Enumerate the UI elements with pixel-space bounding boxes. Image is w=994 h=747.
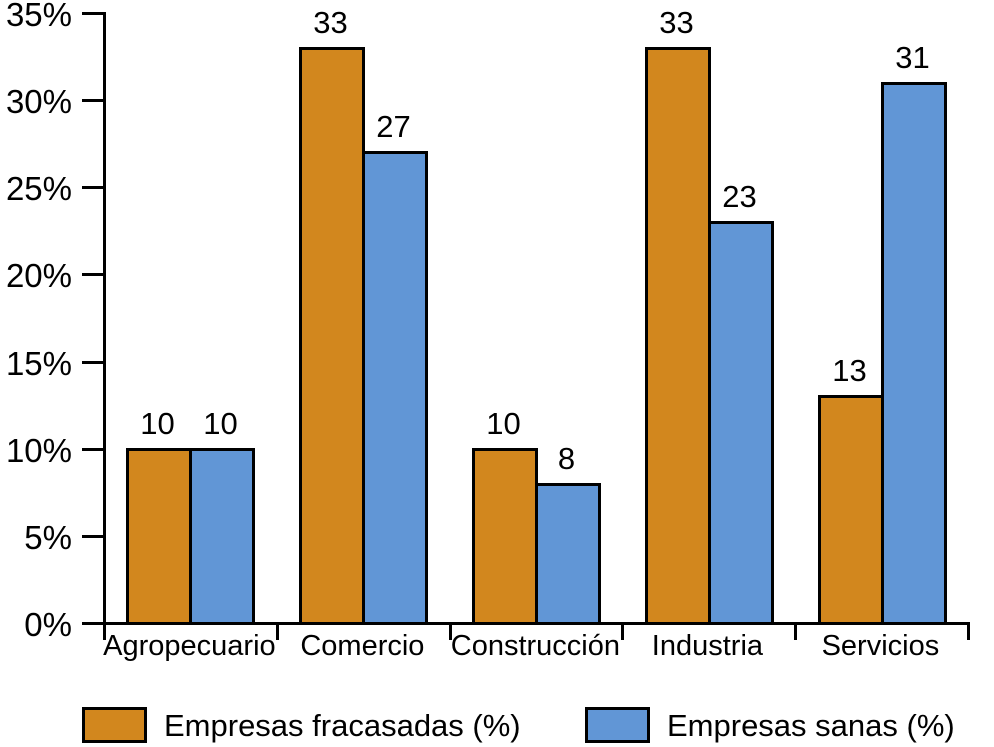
y-axis-tick [82, 12, 103, 15]
bar [362, 151, 428, 625]
y-axis-tick-label: 10% [5, 432, 72, 469]
x-axis-category-label: Construcción [450, 630, 621, 662]
bar [535, 483, 601, 625]
bar [818, 395, 884, 625]
legend-label: Empresas sanas (%) [667, 707, 955, 743]
bar [881, 82, 947, 625]
bar-value-label: 10 [140, 406, 175, 441]
y-axis-tick [82, 448, 103, 451]
x-axis-tick [276, 622, 279, 640]
y-axis-tick-label: 35% [5, 0, 72, 33]
bar-value-label: 10 [203, 406, 238, 441]
y-axis-tick [82, 361, 103, 364]
x-axis-category-label: Comercio [300, 630, 425, 662]
bar [708, 221, 774, 625]
y-axis-tick [82, 99, 103, 102]
x-axis-category-label: Industria [651, 630, 764, 662]
y-axis-tick [82, 622, 103, 625]
bar [472, 448, 538, 625]
x-axis-category-label: Servicios [821, 630, 940, 662]
bar-value-label: 23 [722, 179, 757, 214]
bar-value-label: 27 [376, 109, 411, 144]
x-axis-category-label: Agropecuario [103, 630, 276, 662]
y-axis-line [103, 12, 106, 625]
x-axis-tick [621, 622, 624, 640]
x-axis-tick [794, 622, 797, 640]
x-axis-tick [967, 622, 970, 640]
y-axis-tick-label: 5% [24, 519, 72, 556]
y-axis-tick [82, 273, 103, 276]
bar-value-label: 8 [557, 441, 576, 476]
legend-swatch [585, 707, 650, 743]
legend-entry: Empresas fracasadas (%) [82, 707, 521, 743]
y-axis-tick-label: 25% [5, 170, 72, 207]
bar [645, 47, 711, 625]
x-axis-tick [103, 622, 106, 640]
bar-value-label: 33 [659, 5, 694, 40]
bar-value-label: 13 [832, 353, 867, 388]
legend-label: Empresas fracasadas (%) [164, 707, 521, 743]
y-axis-tick [82, 186, 103, 189]
legend-entry: Empresas sanas (%) [585, 707, 955, 743]
y-axis-tick-label: 30% [5, 83, 72, 120]
bar [126, 448, 192, 625]
bar-value-label: 31 [895, 40, 930, 75]
y-axis-tick-label: 0% [24, 606, 72, 643]
bar-value-label: 33 [313, 5, 348, 40]
bar [189, 448, 255, 625]
y-axis-tick [82, 535, 103, 538]
y-axis-tick-label: 15% [5, 345, 72, 382]
x-axis-tick [449, 622, 452, 640]
y-axis-tick-label: 20% [5, 257, 72, 294]
legend-swatch [82, 707, 147, 743]
bar-value-label: 10 [486, 406, 521, 441]
